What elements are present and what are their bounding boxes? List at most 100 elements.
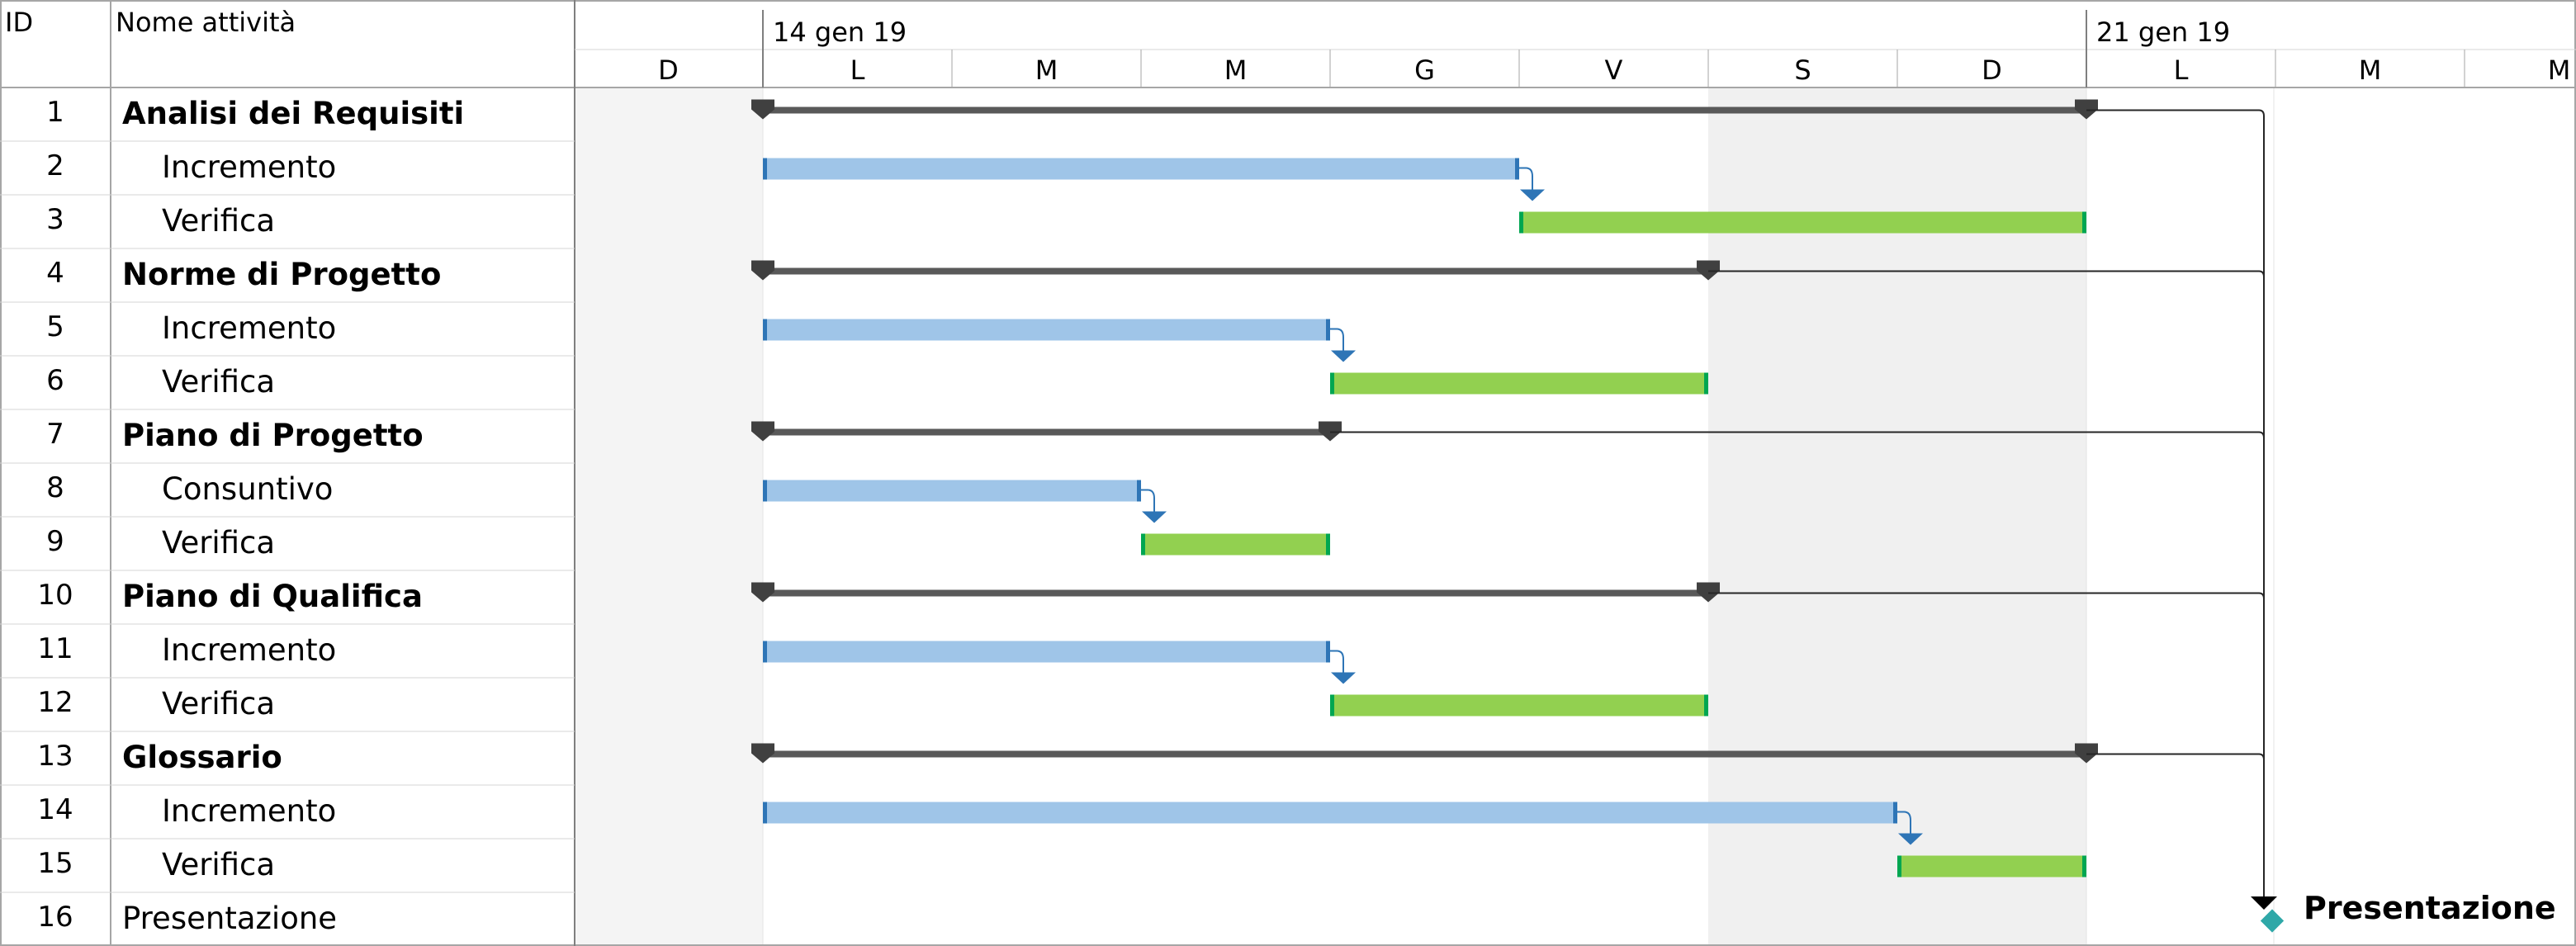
bar-start-marker [1330, 372, 1334, 395]
bar-end-marker [1137, 480, 1141, 502]
incremento-bar [763, 158, 1519, 180]
task-row-id[interactable]: 4 [46, 257, 64, 290]
bar-start-marker [1519, 211, 1523, 234]
dependency-arrow [1142, 511, 1167, 523]
weekend-shade-sunday [574, 88, 763, 946]
task-name[interactable]: Incremento [162, 310, 337, 346]
timescale-day-label: M [1035, 54, 1058, 86]
bar-start-marker [1141, 533, 1145, 556]
bar-start-marker [1330, 694, 1334, 717]
task-row-id[interactable]: 14 [37, 793, 73, 826]
timescale-day-label: M [2547, 54, 2571, 86]
summary-bar-start-cap [751, 260, 774, 281]
task-row-id[interactable]: 11 [37, 632, 73, 665]
task-row-id[interactable]: 3 [46, 203, 64, 236]
summary-bar-start-cap [751, 421, 774, 442]
bar-end-marker [1326, 319, 1330, 341]
bar-start-marker [763, 319, 767, 341]
bar-end-marker [2082, 211, 2086, 234]
dependency-link [1141, 489, 1155, 512]
bar-end-marker [1515, 158, 1519, 180]
task-name[interactable]: Consuntivo [162, 471, 334, 507]
summary-task-name[interactable]: Norme di Progetto [122, 257, 442, 292]
verifica-bar [1330, 694, 1708, 717]
bar-end-marker [1704, 694, 1708, 717]
bar-end-marker [1893, 802, 1897, 824]
summary-task-name[interactable]: Glossario [122, 740, 282, 775]
bar-start-marker [763, 641, 767, 663]
task-row-id[interactable]: 13 [37, 740, 73, 773]
dependency-link [1897, 811, 1911, 834]
timescale-day-label: S [1794, 54, 1811, 86]
column-header-id[interactable]: ID [5, 7, 34, 38]
bar-end-marker [1326, 533, 1330, 556]
timescale-week-label: 14 gen 19 [773, 17, 907, 48]
task-row-id[interactable]: 9 [46, 525, 64, 558]
task-row-id[interactable]: 12 [37, 686, 73, 719]
dependency-arrow [1331, 350, 1356, 362]
incremento-bar [763, 641, 1330, 663]
task-name[interactable]: Verifica [162, 525, 276, 561]
task-name[interactable]: Verifica [162, 203, 276, 239]
verifica-bar [1330, 372, 1708, 395]
timescale-day-label: M [2358, 54, 2382, 86]
task-row-id[interactable]: 10 [37, 579, 73, 612]
task-row-id[interactable]: 15 [37, 847, 73, 880]
summary-bar-start-cap [751, 99, 774, 120]
task-name[interactable]: Incremento [162, 149, 337, 185]
bar-end-marker [1704, 372, 1708, 395]
verifica-bar [1519, 211, 2086, 234]
timescale-day-label: D [658, 54, 679, 86]
milestone-arrow [2251, 896, 2277, 910]
task-name[interactable]: Presentazione [122, 901, 338, 936]
task-row-id[interactable]: 16 [37, 901, 73, 934]
bar-start-marker [763, 802, 767, 824]
summary-task-name[interactable]: Piano di Qualifica [122, 579, 423, 614]
task-name[interactable]: Verifica [162, 847, 276, 882]
task-row-id[interactable]: 6 [46, 364, 64, 397]
task-row-id[interactable]: 7 [46, 418, 64, 451]
verifica-bar [1141, 533, 1330, 556]
verifica-bar [1897, 855, 2086, 877]
incremento-bar [763, 480, 1141, 502]
incremento-bar [763, 319, 1330, 341]
summary-task-name[interactable]: Analisi dei Requisiti [122, 96, 465, 131]
task-name[interactable]: Verifica [162, 364, 276, 400]
link-to-milestone [1708, 270, 2265, 898]
milestone-diamond [2260, 909, 2285, 933]
link-to-milestone [2086, 109, 2265, 898]
dependency-arrow [1520, 189, 1545, 201]
dependency-arrow [1898, 833, 1923, 845]
timescale-day-label: M [1224, 54, 1248, 86]
timescale-day-label: D [1982, 54, 2002, 86]
dependency-arrow [1331, 672, 1356, 684]
summary-task-name[interactable]: Piano di Progetto [122, 418, 424, 453]
dependency-link [1330, 328, 1344, 351]
dependency-link [1519, 167, 1533, 190]
task-row-id[interactable]: 5 [46, 310, 64, 343]
timescale-day-label: L [2173, 54, 2189, 86]
timescale-week-label: 21 gen 19 [2096, 17, 2231, 48]
incremento-bar [763, 802, 1897, 824]
task-row-id[interactable]: 2 [46, 149, 64, 182]
summary-bar-start-cap [751, 582, 774, 603]
task-name[interactable]: Incremento [162, 793, 337, 829]
link-to-milestone [2086, 753, 2265, 898]
task-name[interactable]: Incremento [162, 632, 337, 668]
task-name[interactable]: Verifica [162, 686, 276, 721]
task-row-id[interactable]: 1 [46, 96, 64, 129]
dependency-link [1330, 650, 1344, 673]
bar-start-marker [763, 480, 767, 502]
timescale-day-label: G [1414, 54, 1435, 86]
bar-end-marker [2082, 855, 2086, 877]
bar-end-marker [1326, 641, 1330, 663]
task-row-id[interactable]: 8 [46, 471, 64, 504]
bar-start-marker [763, 158, 767, 180]
timescale-day-label: V [1604, 54, 1623, 86]
column-header-name[interactable]: Nome attività [116, 7, 296, 38]
link-to-milestone [1330, 431, 2265, 898]
bar-start-marker [1897, 855, 1901, 877]
